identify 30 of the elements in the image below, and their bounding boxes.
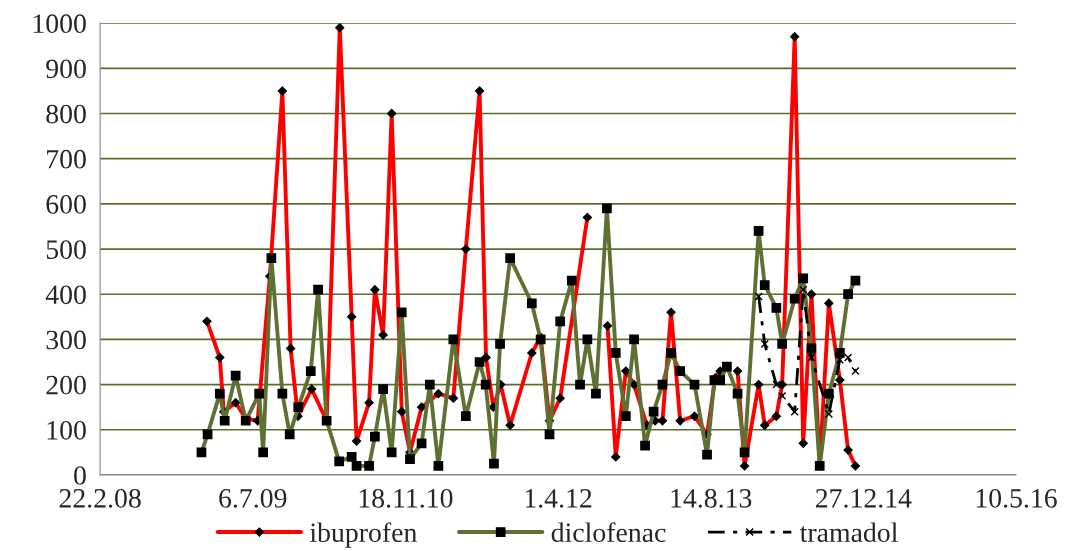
point <box>799 285 808 294</box>
y-tick-label: 900 <box>46 59 86 79</box>
x-tick-label: 27.12.14 <box>815 489 912 508</box>
point <box>807 353 816 362</box>
point <box>772 380 781 389</box>
point <box>851 366 860 376</box>
y-tick-label: 500 <box>46 240 86 259</box>
legend-label: ibuprofen <box>309 522 417 548</box>
y-tick-label: 600 <box>46 195 86 214</box>
legend-label: tramadol <box>799 522 898 543</box>
x-tick-label: 10.5.16 <box>976 488 1057 508</box>
legend-label: diclofenac <box>551 522 666 543</box>
x-tick-label: 1.4.12 <box>525 489 592 508</box>
x-tick-label: 6.7.09 <box>219 488 287 508</box>
point <box>760 339 769 349</box>
y-tick-label: 800 <box>46 104 86 124</box>
y-tick-label: 1000 <box>33 14 86 34</box>
point <box>824 409 834 419</box>
y-tick-label: 300 <box>46 330 86 350</box>
y-tick-label: 700 <box>47 149 86 169</box>
x-tick-label: 14.8.13 <box>671 488 752 508</box>
point <box>790 407 799 416</box>
x-tick-label: 22.2.08 <box>59 488 141 508</box>
point <box>754 292 763 301</box>
y-tick-label: 400 <box>45 285 86 305</box>
y-tick-label: 0 <box>74 466 86 485</box>
x-tick-label: 18.11.10 <box>359 488 453 508</box>
y-tick-label: 200 <box>46 375 86 395</box>
point <box>777 391 787 401</box>
y-tick-label: 100 <box>47 420 86 440</box>
